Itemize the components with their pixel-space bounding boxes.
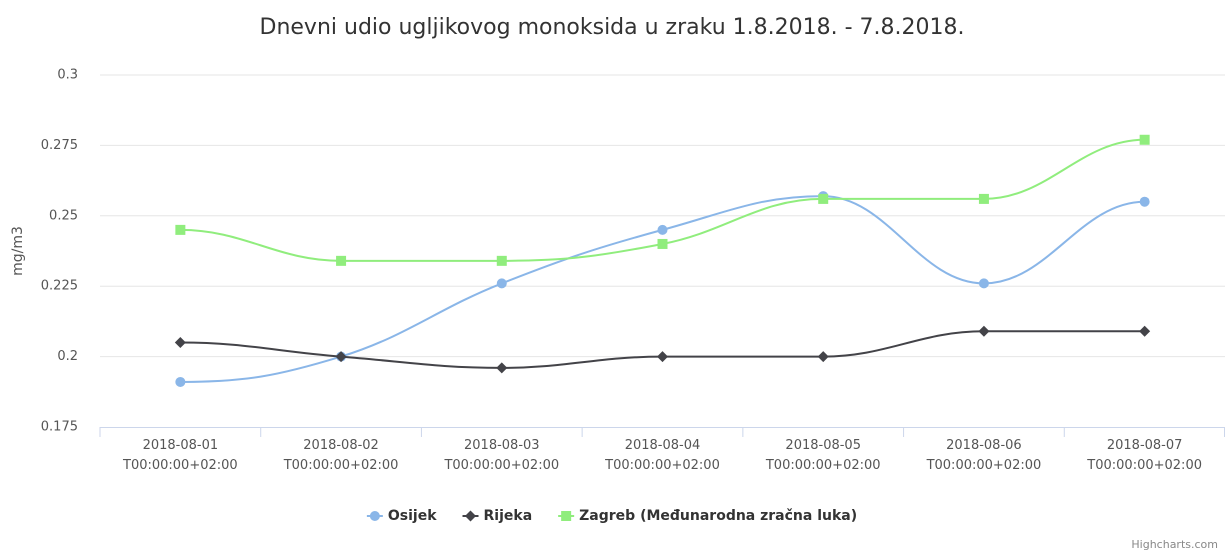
y-tick-label: 0.175	[41, 420, 78, 435]
legend: Osijek Rijeka Zagreb (Međunarodna zračna l…	[366, 508, 857, 524]
marker	[1139, 325, 1151, 337]
legend-label: Rijeka	[484, 508, 533, 524]
y-tick-label: 0.25	[49, 208, 78, 223]
marker	[657, 351, 668, 363]
marker	[465, 510, 477, 522]
marker	[978, 325, 990, 337]
x-tick-label: 2018-08-03 T00:00:00+02:00	[443, 438, 559, 473]
y-axis-title: mg/m3	[10, 226, 26, 276]
legend-label: Zagreb (Međunarodna zračna luka)	[579, 508, 857, 524]
y-tick-label: 0.2	[57, 349, 78, 364]
x-tick-label: 2018-08-02 T00:00:00+02:00	[283, 438, 399, 473]
legend-item[interactable]: Zagreb (Međunarodna zračna luka)	[558, 508, 857, 524]
marker	[561, 511, 572, 521]
marker	[496, 362, 508, 374]
marker	[817, 351, 829, 363]
x-tick-label: 2018-08-05 T00:00:00+02:00	[765, 438, 881, 473]
marker	[657, 224, 668, 235]
marker	[978, 278, 989, 289]
marker	[1139, 196, 1150, 207]
y-tick-label: 0.3	[57, 68, 78, 83]
legend-item[interactable]: Rijeka	[462, 508, 533, 524]
marker	[657, 238, 668, 249]
marker	[818, 193, 829, 204]
x-tick-label: 2018-08-06 T00:00:00+02:00	[926, 438, 1042, 473]
chart-title: Dnevni udio ugljikovog monoksida u zraku…	[260, 15, 965, 40]
marker	[336, 255, 347, 266]
y-tick-label: 0.225	[41, 279, 78, 294]
x-tick-label: 2018-08-04 T00:00:00+02:00	[604, 438, 720, 473]
x-tick-label: 2018-08-07 T00:00:00+02:00	[1086, 438, 1202, 473]
marker	[369, 511, 380, 521]
marker	[496, 255, 507, 266]
marker	[335, 351, 347, 363]
y-tick-label: 0.275	[41, 138, 78, 153]
marker	[496, 278, 507, 289]
marker	[175, 224, 186, 235]
x-tick-label: 2018-08-01 T00:00:00+02:00	[122, 438, 238, 473]
marker	[174, 337, 186, 349]
marker	[978, 193, 989, 204]
credits[interactable]: Highcharts.com	[1131, 538, 1218, 551]
legend-item[interactable]: Osijek	[366, 508, 437, 524]
marker	[1139, 134, 1150, 145]
legend-label: Osijek	[388, 508, 437, 524]
marker	[175, 376, 186, 387]
